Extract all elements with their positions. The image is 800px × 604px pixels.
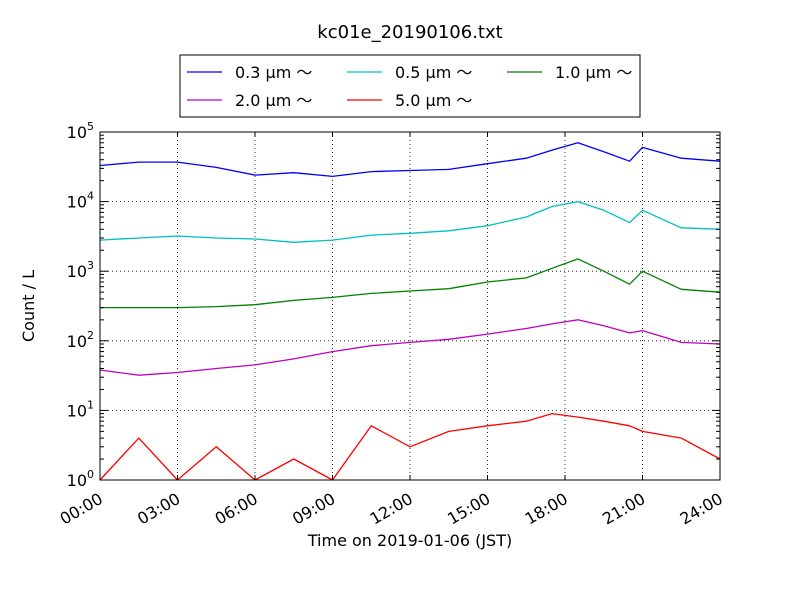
series-line-4 — [99, 319, 721, 376]
y-tick-label: 100 — [67, 468, 94, 490]
legend-frame — [179, 54, 641, 118]
legend-label-5: 5.0 μm ～ — [395, 91, 472, 110]
legend-label-4: 2.0 μm ～ — [235, 91, 312, 110]
y-tick-label: 105 — [67, 120, 94, 142]
x-axis-label: Time on 2019-01-06 (JST) — [307, 531, 512, 550]
y-axis-label: Count / L — [19, 270, 38, 342]
series-line-1 — [99, 142, 721, 178]
legend-label-3: 1.0 μm ～ — [555, 63, 632, 82]
series-line-3 — [100, 258, 721, 309]
chart-legend: 0.3 μm ～ 0.5 μm ～ 1.0 μm ～ 2.0 μm ～ 5.0 μm ～ — [179, 54, 641, 118]
y-tick-label: 104 — [67, 190, 94, 212]
grid-lines — [100, 132, 720, 480]
legend-label-2: 0.5 μm ～ — [395, 63, 472, 82]
legend-label-1: 0.3 μm ～ — [235, 63, 312, 82]
chart-title: kc01e_20190106.txt — [317, 22, 502, 43]
series-line-5 — [99, 412, 721, 481]
y-tick-label: 101 — [67, 398, 94, 420]
y-tick-label: 102 — [67, 329, 94, 351]
series-line-2 — [99, 200, 721, 243]
series-layer — [99, 142, 721, 481]
y-tick-label: 103 — [67, 259, 94, 281]
